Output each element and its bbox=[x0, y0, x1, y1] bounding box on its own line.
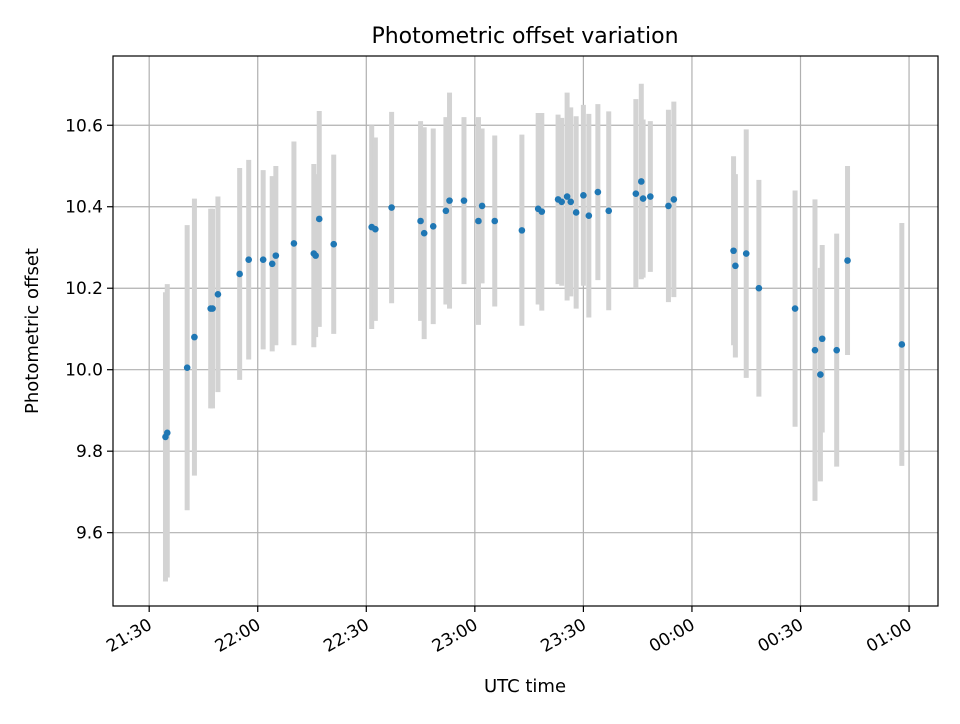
data-point bbox=[491, 217, 499, 225]
data-point bbox=[268, 260, 276, 268]
data-point bbox=[330, 240, 338, 248]
data-point bbox=[898, 341, 906, 348]
x-tick-label: 21:30 bbox=[103, 615, 155, 657]
data-point bbox=[429, 222, 437, 230]
x-tick-label: 22:30 bbox=[320, 615, 372, 657]
data-point bbox=[563, 193, 571, 200]
data-point bbox=[818, 335, 826, 343]
y-tick-label: 10.6 bbox=[65, 116, 103, 136]
data-point bbox=[518, 227, 526, 234]
data-point bbox=[817, 371, 824, 378]
data-point bbox=[811, 346, 819, 354]
x-tick-label: 23:30 bbox=[537, 615, 589, 657]
data-point bbox=[475, 217, 482, 225]
data-point bbox=[605, 207, 613, 215]
y-tick-label: 10.0 bbox=[65, 361, 103, 381]
x-axis-ticks: 21:30 22:00 22:30 23:00 23:30 00:00 00:30 01:00 bbox=[103, 606, 916, 657]
data-point bbox=[272, 252, 280, 259]
data-point bbox=[572, 209, 580, 216]
x-tick-label: 00:30 bbox=[755, 615, 807, 657]
data-point bbox=[639, 195, 647, 202]
y-tick-label: 9.8 bbox=[76, 442, 103, 462]
data-point bbox=[417, 217, 424, 225]
data-point bbox=[372, 225, 379, 233]
data-point bbox=[833, 346, 840, 354]
x-tick-label: 00:00 bbox=[646, 615, 698, 657]
data-point bbox=[163, 429, 171, 437]
data-point bbox=[594, 188, 602, 196]
data-point bbox=[312, 252, 319, 259]
data-point bbox=[585, 212, 593, 220]
data-point bbox=[442, 207, 450, 215]
data-point bbox=[791, 305, 799, 312]
data-point bbox=[665, 202, 672, 210]
x-tick-label: 01:00 bbox=[863, 615, 915, 657]
plot-frame bbox=[112, 55, 939, 607]
data-point bbox=[446, 197, 453, 204]
data-point bbox=[755, 284, 763, 292]
chart-title: Photometric offset variation bbox=[371, 24, 678, 49]
error-bars bbox=[162, 83, 905, 582]
data-point bbox=[538, 208, 546, 215]
data-point bbox=[236, 270, 243, 278]
data-point bbox=[183, 364, 191, 371]
data-point bbox=[259, 256, 267, 264]
data-point bbox=[732, 262, 739, 270]
x-axis-label: UTC time bbox=[484, 676, 566, 697]
data-point bbox=[844, 257, 851, 264]
data-point bbox=[567, 198, 575, 206]
data-point bbox=[420, 229, 428, 237]
data-point bbox=[637, 178, 645, 185]
data-point bbox=[670, 196, 678, 203]
data-point bbox=[647, 193, 654, 200]
data-point bbox=[580, 192, 587, 199]
y-tick-label: 9.6 bbox=[76, 524, 103, 544]
y-tick-label: 10.2 bbox=[65, 279, 103, 299]
data-point bbox=[214, 291, 222, 298]
data-point bbox=[209, 305, 216, 312]
data-point bbox=[290, 240, 298, 247]
data-point bbox=[632, 190, 640, 198]
data-point bbox=[558, 198, 565, 206]
data-point bbox=[460, 197, 468, 204]
data-point bbox=[478, 202, 486, 210]
data-point bbox=[245, 256, 252, 264]
data-point bbox=[315, 215, 323, 223]
x-tick-label: 23:00 bbox=[429, 615, 481, 657]
x-tick-label: 22:00 bbox=[212, 615, 264, 657]
y-axis-ticks: 9.6 9.8 10.0 10.2 10.4 10.6 bbox=[65, 116, 113, 544]
y-tick-label: 10.4 bbox=[65, 198, 103, 218]
data-point bbox=[191, 333, 198, 341]
data-points bbox=[162, 178, 906, 441]
y-axis-label: Photometric offset bbox=[22, 248, 43, 414]
data-point bbox=[730, 247, 737, 255]
data-point bbox=[388, 204, 395, 211]
data-point bbox=[742, 250, 750, 257]
